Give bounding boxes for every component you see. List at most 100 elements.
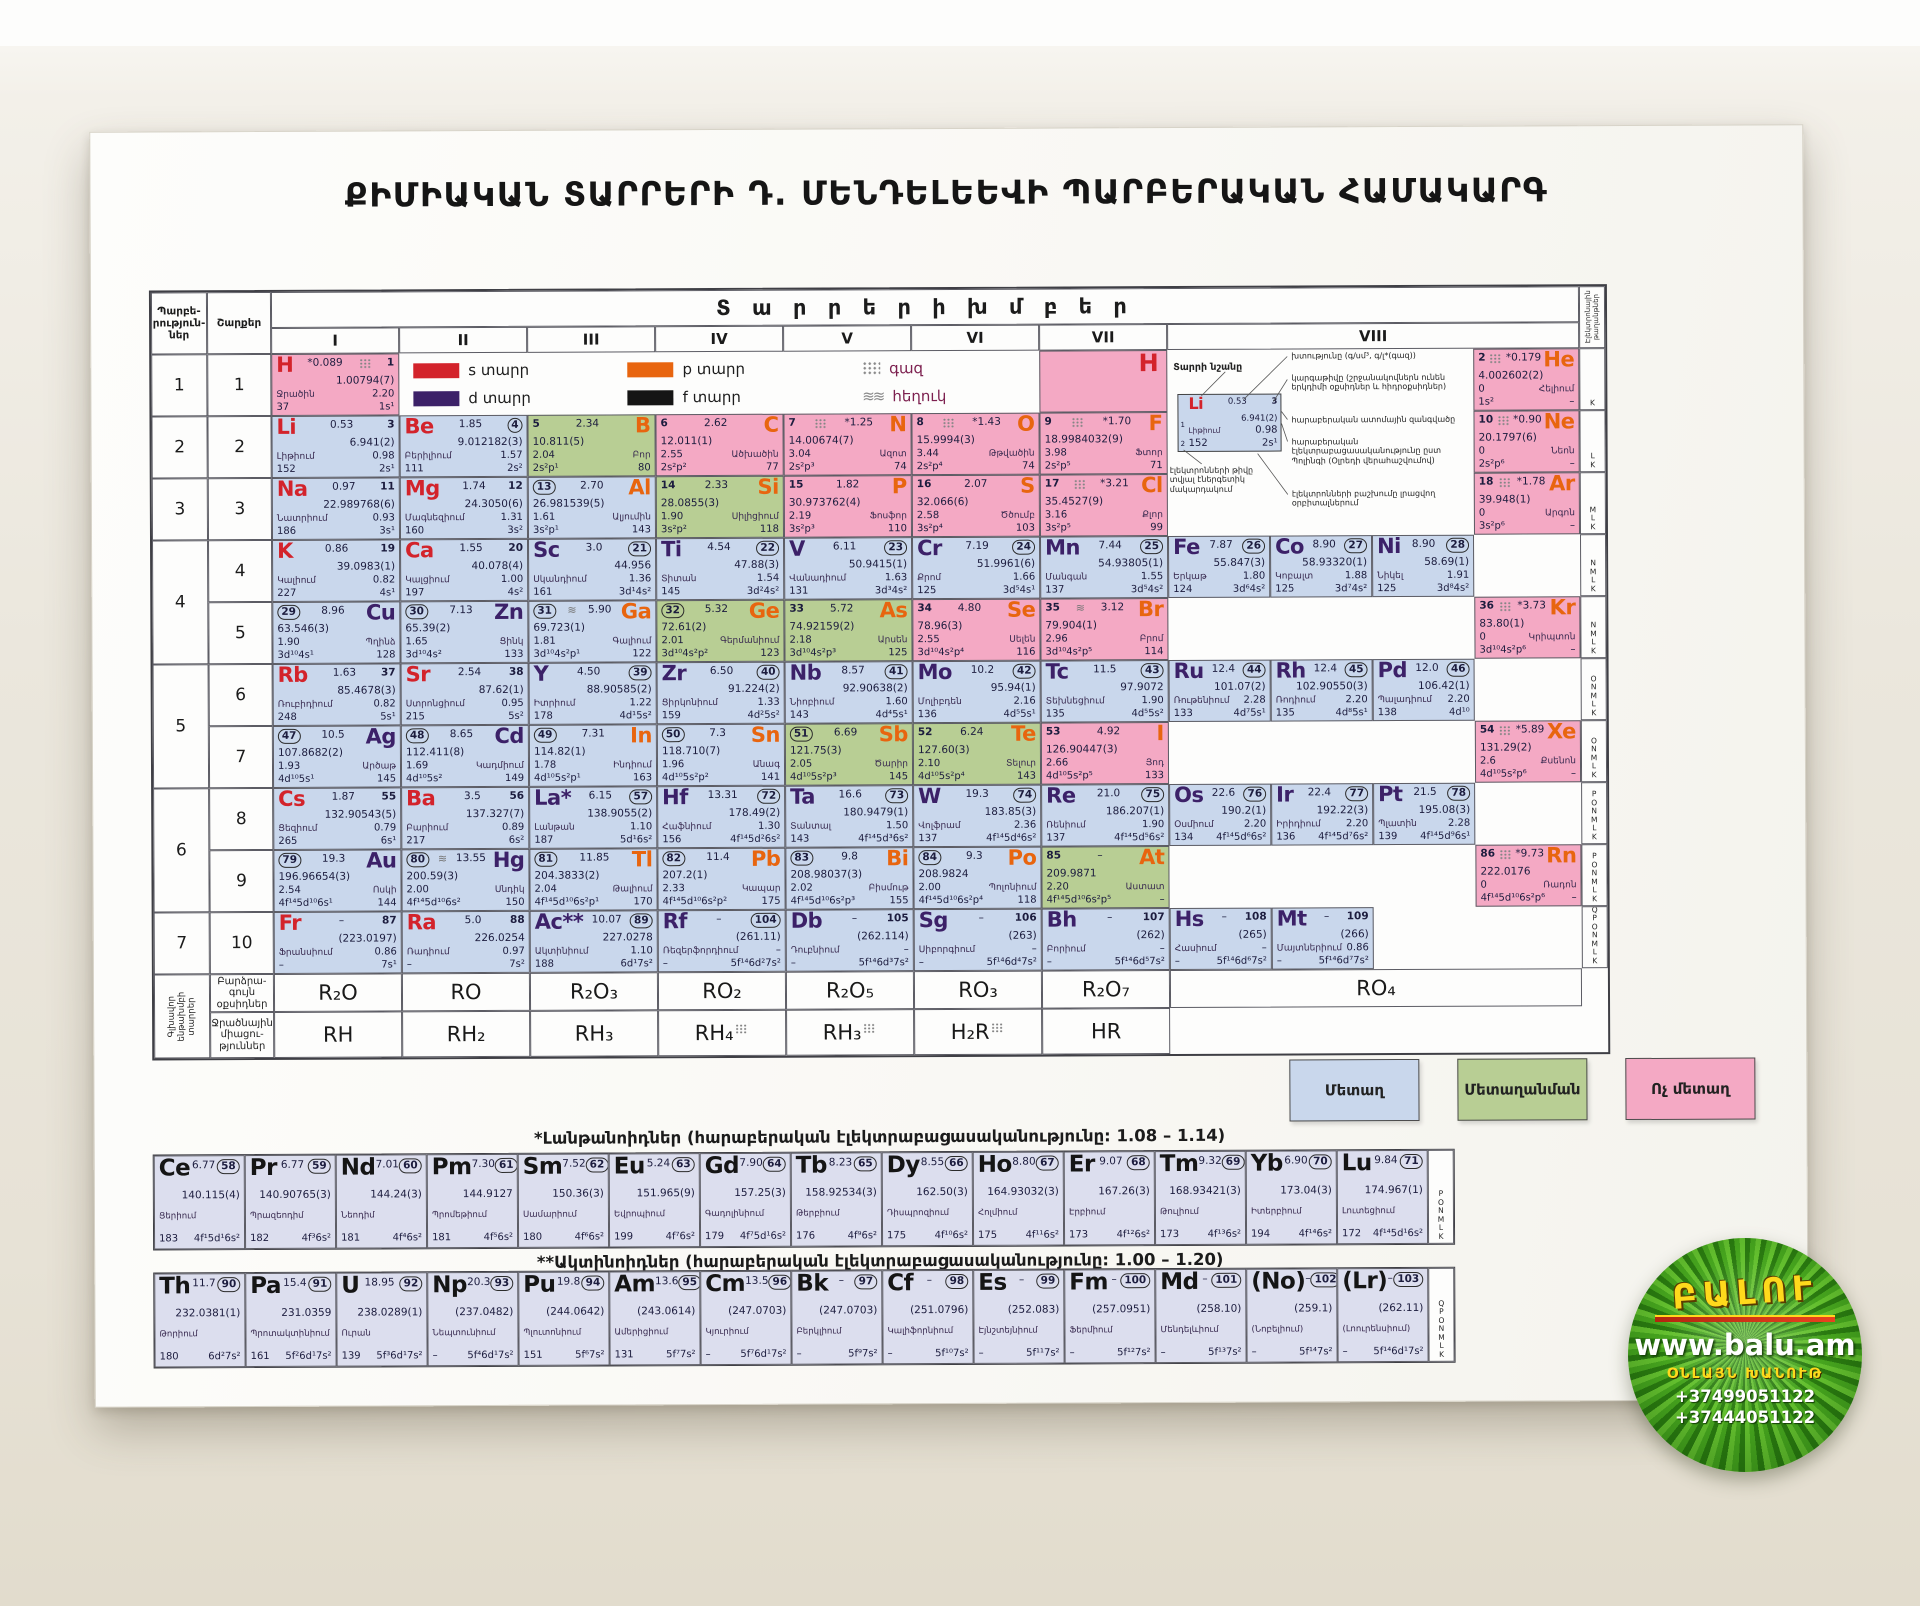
- electronegativity: 1.90: [1141, 695, 1164, 707]
- density: –: [1221, 910, 1227, 923]
- element-nameline: Կյուրիում: [705, 1326, 786, 1339]
- element-nameline: Սկանդիում 1.36: [533, 572, 651, 586]
- atomic-radius: 161: [250, 1350, 270, 1363]
- element-topline: Nb 8.57 41: [790, 661, 908, 685]
- element-cell-Ce: Ce 6.77 58 140.115(4) Ցերիում 183 4f¹5d¹6s²: [153, 1155, 246, 1250]
- element-nameline: Եվրոպիում: [614, 1208, 695, 1221]
- element-topline: Mg 1.74 12: [405, 477, 523, 501]
- element-nameline: Ռուբիդիում 0.82: [278, 697, 396, 711]
- density: 2.70: [580, 479, 604, 492]
- element-bottomline: 199 4f⁷6s²: [614, 1230, 695, 1243]
- electron-config: 4f⁴6s²: [392, 1232, 423, 1244]
- electronegativity: 1.78: [533, 759, 557, 771]
- oxide-formula-group8: RO₄: [1169, 968, 1583, 1009]
- element-topline: Hf 13.31 72: [662, 786, 781, 809]
- electron-config: 3s²p⁵: [1044, 522, 1071, 534]
- element-cell-Pr: Pr 6.77 59 140.90765(3) Պրազեոդիմ 182 4f³6s²: [244, 1154, 337, 1250]
- density: 6.24: [960, 725, 984, 738]
- element-symbol: Fe: [1172, 535, 1200, 560]
- element-name: Ուրան: [341, 1328, 371, 1339]
- atomic-number: 94: [581, 1275, 605, 1291]
- atomic-number: 101: [1211, 1272, 1242, 1288]
- element-topline: 33 5.72 As: [789, 599, 907, 622]
- atomic-radius: 134: [1174, 831, 1194, 844]
- atomic-number: 21: [628, 541, 652, 557]
- element-cell-Tb: Tb 8.23 65 158.92534(3) Թերբիում 176 4f⁹6s²: [790, 1152, 883, 1247]
- electronegativity: 1.81: [533, 635, 556, 647]
- density: 9.07: [1099, 1155, 1123, 1168]
- element-symbol: Rf: [662, 909, 688, 934]
- electronegativity: 0: [1480, 879, 1487, 891]
- legend-item: f տարր: [627, 387, 863, 406]
- element-topline: Ho 8.80 67: [978, 1152, 1059, 1178]
- density: 6.90: [1284, 1154, 1308, 1167]
- element-symbol: Si: [757, 475, 779, 499]
- element-symbol: (No): [1251, 1268, 1306, 1295]
- atomic-mass: 106.42(1): [1418, 679, 1470, 692]
- density: *5.89: [1515, 723, 1545, 736]
- element-topline: 47 10.5 Ag: [277, 725, 396, 749]
- element-symbol: Ag: [365, 725, 396, 749]
- atomic-number: 69: [1221, 1154, 1245, 1170]
- atomic-mass: 58.93320(1): [1302, 556, 1368, 569]
- electron-config: 2s²p⁶: [1478, 458, 1505, 470]
- element-nameline: Ռեզերֆորդիում –: [663, 944, 781, 958]
- element-nameline: 3.44 Թթվածին: [917, 447, 1035, 461]
- electronegativity: –: [1159, 943, 1165, 955]
- electronegativity: 2.36: [1013, 819, 1037, 831]
- electron-config: 4f¹5d¹6s²: [193, 1233, 241, 1245]
- atomic-number: 7: [788, 416, 796, 429]
- element-nameline: (Նոբելիում): [1251, 1324, 1332, 1337]
- atomic-radius: –: [1251, 1346, 1257, 1358]
- element-cell-At: 85 – At 209.9871 2.20 Աստատ 4f¹⁴5d¹⁰6s²p⁵ –: [1041, 846, 1170, 909]
- density: –: [1324, 910, 1330, 923]
- atomic-number: 87: [382, 914, 397, 927]
- element-bottomline: 4f¹⁴5d¹⁰6s² 150: [407, 896, 525, 910]
- atomic-mass: 69.723(1): [533, 621, 586, 634]
- group-numeral: IV: [655, 325, 784, 353]
- electronegativity: 1.60: [885, 696, 908, 708]
- electron-config: 3d¹⁰4s²p⁶: [1479, 644, 1527, 656]
- element-cell-Tl: 81 11.85 Tl 204.3833(2) 2.04 Թալիում 4f¹⁴5d¹⁰6…: [529, 848, 658, 911]
- element-nameline: Էյնշտեյնիում: [978, 1325, 1059, 1338]
- atomic-radius: –: [978, 1347, 984, 1359]
- element-cell-Am: Am 13.6 95 (243.0614) Ամերիցիում 131 5f⁷7s²: [609, 1271, 701, 1366]
- element-symbol: Sg: [918, 908, 948, 933]
- atomic-number: 25: [1140, 539, 1164, 555]
- density: 7.01: [375, 1158, 399, 1171]
- density: 11.4: [706, 850, 730, 864]
- element-nameline: Բորիում –: [1047, 942, 1165, 956]
- element-cell-Er: Er 9.07 68 167.26(3) Էրբիում 173 4f¹²6s²: [1063, 1151, 1156, 1246]
- atomic-radius: –: [432, 1350, 438, 1362]
- element-topline: 51 6.69 Sb: [789, 723, 908, 746]
- element-cell-Cl: 17 *3.21 Cl 35.4527(9) 3.16 Քլոր 3s²p⁵ 99: [1039, 474, 1168, 537]
- atomic-mass: 162.50(3): [916, 1185, 968, 1198]
- atomic-radius: 125: [917, 585, 937, 597]
- atomic-radius: –: [1174, 955, 1180, 968]
- element-cell-U: U 18.95 92 238.0289(1) Ուրան 139 5f³6d¹7s²: [336, 1272, 428, 1367]
- sticker-stripe: [1655, 1315, 1835, 1323]
- atomic-number: 102: [1310, 1272, 1338, 1288]
- element-bottomline: 125 3d⁵4s¹: [917, 584, 1035, 598]
- atomic-mass: 121.75(3): [789, 744, 842, 757]
- atomic-number: 79: [278, 852, 302, 868]
- density: 7.44: [1098, 539, 1122, 552]
- atomic-number: 58: [217, 1159, 240, 1175]
- element-topline: 5 2.34 B: [532, 414, 650, 437]
- density: 5.72: [830, 602, 854, 615]
- element-topline: 35 ≋ 3.12 Br: [1045, 598, 1163, 621]
- electronegativity: 2.00: [406, 884, 429, 896]
- element-name: Ցերիում: [158, 1211, 197, 1222]
- element-topline: Os 22.6 76: [1174, 784, 1267, 807]
- atomic-radius: 111: [404, 463, 424, 475]
- oxide-formula: R₂O₅: [785, 971, 915, 1010]
- atomic-mass: 158.92534(3): [805, 1185, 877, 1199]
- element-topline: Rb 1.63 37: [278, 663, 396, 687]
- element-bottomline: 137 4f¹⁴5d⁴6s²: [918, 832, 1036, 846]
- element-topline: Pd 12.0 46: [1378, 659, 1470, 682]
- hydride-formula: HR: [1042, 1008, 1171, 1055]
- atomic-number: 34: [917, 602, 932, 615]
- gas-icon: [942, 417, 955, 429]
- electronegativity: 2.19: [788, 510, 812, 522]
- element-symbol: He: [1543, 348, 1575, 372]
